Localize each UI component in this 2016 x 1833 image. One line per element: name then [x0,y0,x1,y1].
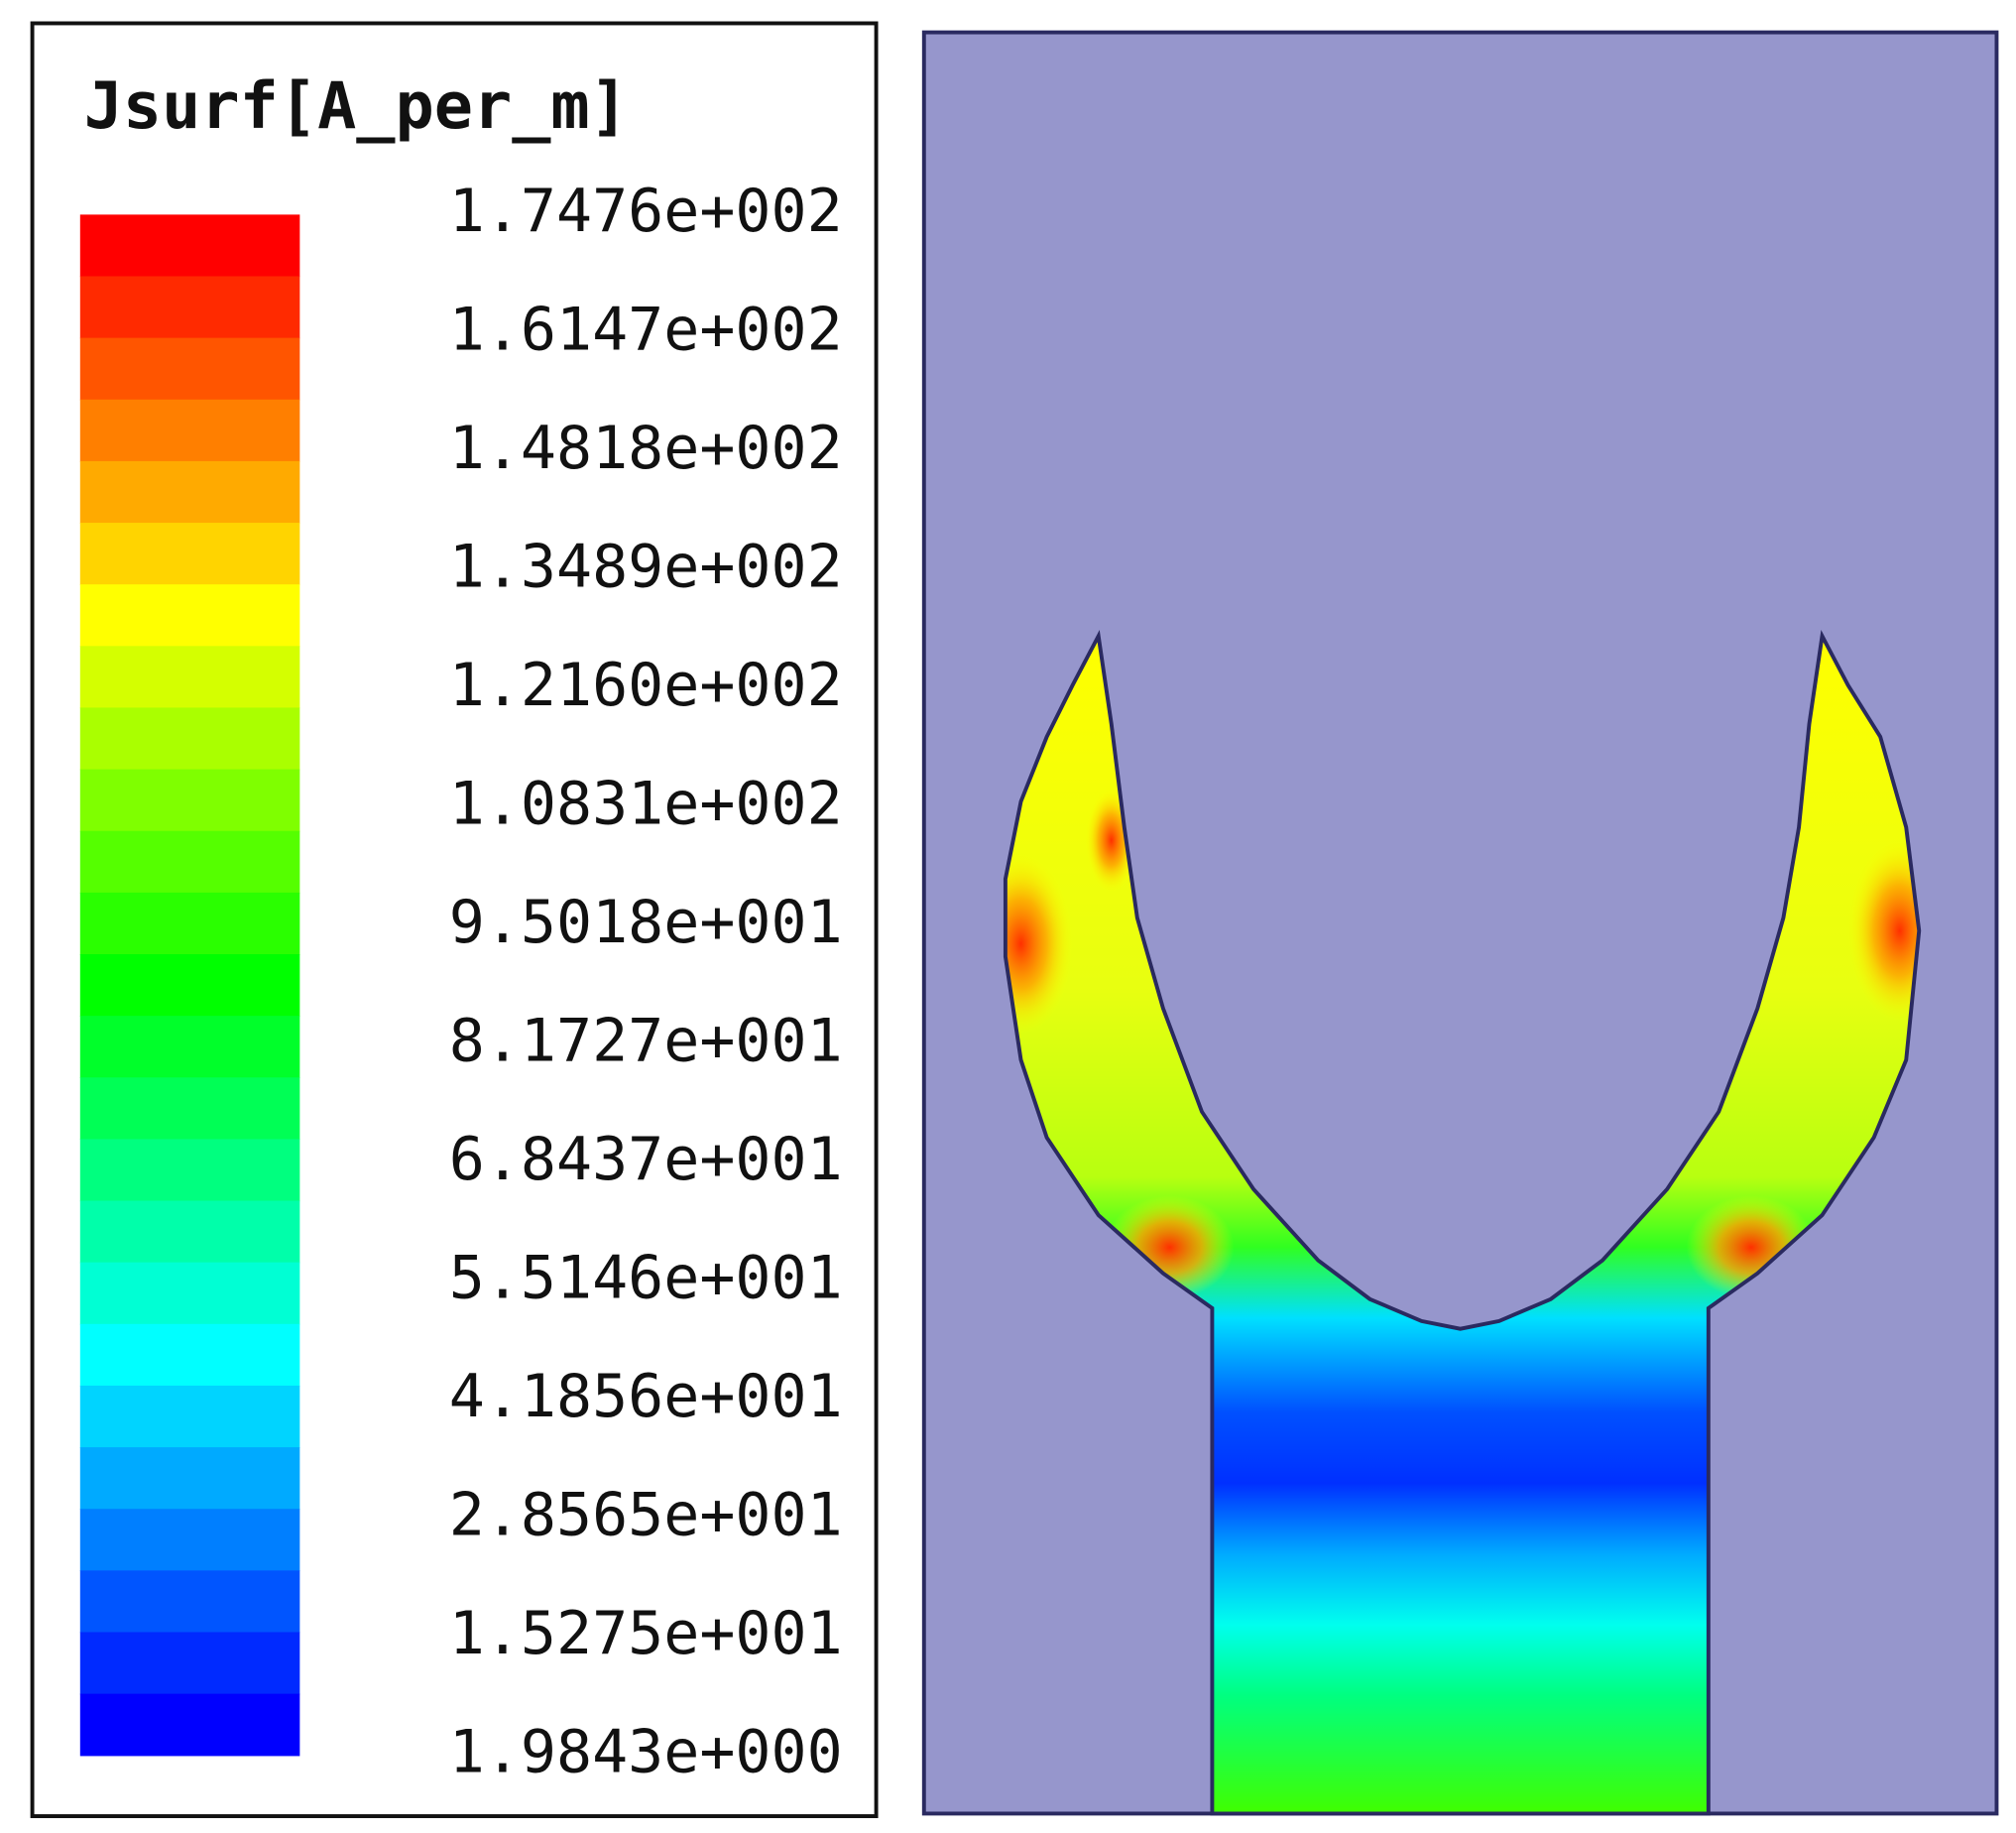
colorbar-label: 6.8437e+001 [449,1125,843,1194]
colorbar-label: 9.5018e+001 [449,888,843,957]
colorbar-band [79,892,300,955]
colorbar-band [79,584,300,647]
colorbar-label: 1.5275e+001 [449,1599,843,1668]
colorbar-band [79,1447,300,1510]
colorbar-band [79,1139,300,1202]
colorbar-label: 2.8565e+001 [449,1480,843,1549]
colorbar-band [79,523,300,585]
colorbar-label: 1.6147e+002 [449,295,843,364]
colorbar-band [79,646,300,709]
legend-title: Jsurf[A_per_m] [84,69,629,144]
colorbar-band [79,1632,300,1695]
colorbar-band [79,1693,300,1757]
colorbar-band [79,830,300,894]
colorbar-band [79,1200,300,1264]
colorbar-band [79,1262,300,1325]
colorbar-label: 1.3489e+002 [449,532,843,601]
colorbar-band [79,460,300,524]
colorbar-band [79,1077,300,1141]
colorbar-band [79,1323,300,1387]
colorbar-label: 1.7476e+002 [449,177,843,246]
colorbar-label: 1.2160e+002 [449,651,843,720]
colorbar-label: 1.9843e+000 [449,1717,843,1786]
colorbar-band [79,707,300,771]
colorbar-label: 8.1727e+001 [449,1006,843,1075]
colorbar [79,214,300,1757]
colorbar-band [79,1016,300,1078]
colorbar-label: 1.0831e+002 [449,769,843,838]
colorbar-band [79,1385,300,1448]
colorbar-band [79,1570,300,1634]
colorbar-band [79,954,300,1017]
colorbar-band [79,214,300,278]
colorbar-band [79,399,300,462]
colorbar-band [79,337,300,401]
colorbar-band [79,1509,300,1572]
colorbar-band [79,276,300,339]
colorbar-labels: 1.7476e+002 1.6147e+002 1.4818e+002 1.3489e… [449,177,843,1786]
colorbar-label: 4.1856e+001 [449,1362,843,1431]
colorbar-label: 5.5146e+001 [449,1243,843,1312]
colorbar-label: 1.4818e+002 [449,414,843,483]
colorbar-band [79,769,300,832]
